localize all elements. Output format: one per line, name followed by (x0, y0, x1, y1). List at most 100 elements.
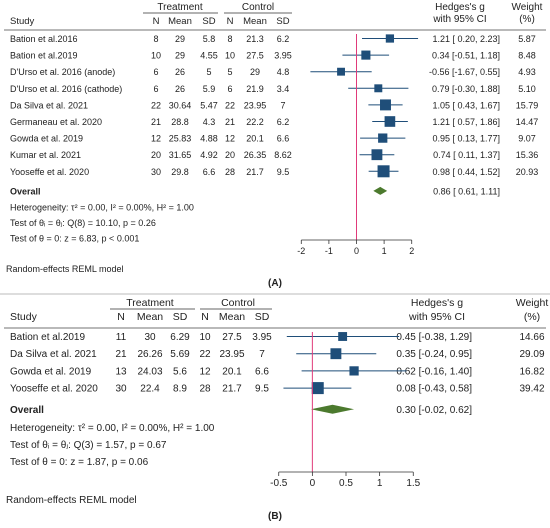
x-axis-tick-label: 1 (382, 246, 387, 256)
overall-ci-text: 0.86 [ 0.61, 1.11] (433, 186, 500, 196)
control-n: 12 (199, 366, 211, 377)
treatment-sd: 4.55 (200, 51, 218, 61)
control-n: 21 (225, 117, 235, 127)
control-mean: 20.1 (222, 366, 242, 377)
treatment-n: 22 (151, 100, 161, 110)
weight-value: 16.82 (519, 366, 544, 377)
treatment-n: 20 (151, 150, 161, 160)
weight-header-line2: (%) (519, 14, 535, 25)
x-axis-tick-label: -1 (325, 246, 333, 256)
control-sd: 6.6 (277, 134, 290, 144)
treatment-sd: 5.69 (170, 349, 190, 360)
effect-ci-text: 0.74 [ 0.11, 1.37] (433, 150, 500, 160)
weight-value: 5.87 (518, 34, 536, 44)
treatment-n: 30 (115, 384, 127, 395)
x-axis-tick-label: 1.5 (406, 478, 420, 489)
weight-value: 39.42 (519, 384, 544, 395)
heterogeneity-text: Heterogeneity: τ² = 0.00, I² = 0.00%, H²… (10, 202, 194, 212)
study-row: Bation et al.2019 10 29 4.55 10 27.5 3.95 0.34 … (10, 50, 536, 61)
x-axis-tick-label: 2 (409, 246, 414, 256)
treatment-mean: 29 (175, 34, 185, 44)
heterogeneity-text: Heterogeneity: τ² = 0.00, I² = 0.00%, H²… (10, 423, 215, 434)
control-mean: 23.95 (244, 100, 267, 110)
study-row: Da Silva et al. 2021 22 30.64 5.47 22 23.95 7 1… (10, 99, 538, 110)
treatment-mean: 28.8 (171, 117, 189, 127)
effect-ci-text: 0.08 [-0.43, 0.58] (396, 384, 472, 395)
control-mean-header: Mean (243, 16, 267, 27)
effect-ci-text: 1.05 [ 0.43, 1.67] (432, 100, 500, 110)
x-axis-tick-label: 1 (377, 478, 383, 489)
treatment-header: Treatment (157, 2, 202, 13)
model-note: Random-effects REML model (6, 495, 137, 506)
control-sd: 7 (259, 349, 265, 360)
control-n: 28 (199, 384, 211, 395)
overall-label: Overall (10, 186, 41, 196)
effect-ci-text: 0.95 [ 0.13, 1.77] (432, 134, 500, 144)
control-mean: 21.7 (222, 384, 242, 395)
homogeneity-test-text: Test of θᵢ = θⱼ: Q(3) = 1.57, p = 0.67 (10, 440, 167, 451)
treatment-mean: 30 (144, 332, 156, 343)
control-n: 8 (227, 34, 232, 44)
control-sd-header: SD (276, 16, 289, 27)
control-sd: 3.4 (277, 84, 290, 94)
control-n: 5 (227, 67, 232, 77)
study-name: Yooseffe et al. 2020 (10, 384, 98, 395)
control-sd-header: SD (255, 311, 270, 323)
control-mean: 22.2 (246, 117, 264, 127)
treatment-n: 10 (151, 51, 161, 61)
treatment-sd: 5 (206, 67, 211, 77)
effect-marker (380, 99, 391, 111)
treatment-header: Treatment (126, 297, 174, 309)
control-mean: 23.95 (219, 349, 244, 360)
control-sd: 6.6 (255, 366, 269, 377)
weight-value: 9.07 (518, 134, 536, 144)
study-row: Gowda et al. 2019 12 25.83 4.88 12 20.1 6.6 0.9… (10, 133, 536, 144)
study-row: Bation et al.2019 11 30 6.29 10 27.5 3.95 0.45 … (10, 332, 545, 343)
control-mean: 21.7 (246, 167, 264, 177)
treatment-mean: 22.4 (140, 384, 160, 395)
effect-marker (377, 165, 390, 178)
homogeneity-test-text: Test of θᵢ = θⱼ: Q(8) = 10.10, p = 0.26 (10, 218, 156, 228)
treatment-mean: 29 (175, 51, 185, 61)
control-mean-header: Mean (219, 311, 245, 323)
control-sd: 7 (280, 100, 285, 110)
effect-ci-text: 0.79 [-0.30, 1.88] (432, 84, 500, 94)
treatment-mean-header: Mean (137, 311, 163, 323)
control-n: 22 (225, 100, 235, 110)
control-n: 10 (199, 332, 211, 343)
study-name: Bation et al.2016 (10, 34, 78, 44)
study-row: Germaneau et al. 2020 21 28.8 4.3 21 22.2 6.2 1… (10, 116, 538, 127)
study-row: Kumar et al. 2021 20 31.65 4.92 20 26.35 8.62 0… (10, 149, 538, 160)
effect-marker (385, 34, 395, 43)
forest-panel-b: Treatment Control Hedges's g with 95% CI Wei… (4, 297, 548, 522)
control-sd: 6.2 (277, 117, 290, 127)
treatment-sd: 4.88 (200, 134, 218, 144)
effect-header-line1: Hedges's g (435, 2, 485, 13)
effect-marker (349, 366, 359, 376)
treatment-sd: 4.92 (200, 150, 218, 160)
x-axis-tick-label: 0 (354, 246, 359, 256)
x-axis-tick-label: 0 (310, 478, 316, 489)
x-axis-tick-label: -0.5 (270, 478, 288, 489)
control-n: 12 (225, 134, 235, 144)
effect-ci-text: 0.62 [-0.16, 1.40] (396, 366, 472, 377)
control-header: Control (242, 2, 274, 13)
treatment-n: 21 (151, 117, 161, 127)
overall-effect-test-text: Test of θ = 0: z = 6.83, p < 0.001 (10, 233, 139, 243)
weight-value: 29.09 (519, 349, 544, 360)
treatment-n-header: N (117, 311, 125, 323)
effect-header-line2: with 95% CI (432, 14, 486, 25)
control-n: 6 (227, 84, 232, 94)
study-name: Germaneau et al. 2020 (10, 117, 102, 127)
panel-label: (B) (268, 511, 282, 522)
control-n-header: N (227, 16, 234, 27)
control-mean: 27.5 (222, 332, 242, 343)
control-n: 22 (199, 349, 211, 360)
control-sd: 6.2 (277, 34, 290, 44)
weight-value: 14.66 (519, 332, 544, 343)
treatment-sd: 5.47 (200, 100, 218, 110)
effect-marker (338, 332, 348, 341)
x-axis-tick-label: 0.5 (339, 478, 353, 489)
